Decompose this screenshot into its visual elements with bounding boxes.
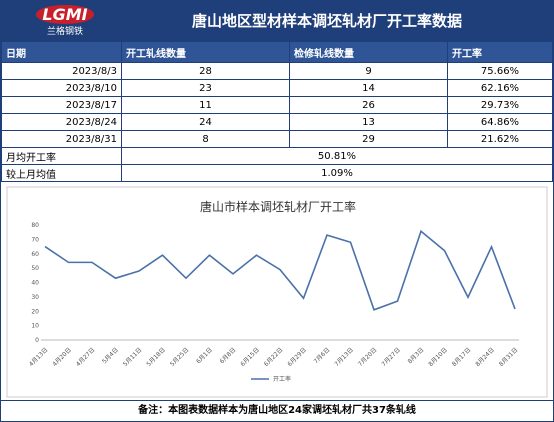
y-tick-label: 80 [31,222,39,229]
y-tick-label: 60 [31,251,39,258]
x-tick-label: 8月17日 [451,346,473,368]
x-tick-label: 4月27日 [75,346,97,368]
y-tick-label: 50 [31,265,39,272]
y-tick-label: 30 [31,294,39,301]
cell: 8 [121,130,290,148]
table-row: 2023/8/17 11 26 29.73% [1,96,553,114]
header: LGMI 兰格钢铁 唐山地区型材样本调坯轧材厂开工率数据 [1,1,553,41]
legend-label: 开工率 [273,375,291,383]
x-tick-label: 4月20日 [51,346,73,368]
summary-label: 月均开工率 [1,147,122,165]
x-tick-label: 5月25日 [169,346,191,368]
cell: 29.73% [447,96,553,114]
chart-title: 唐山市样本调坯轧材厂开工率 [200,199,356,214]
cell: 2023/8/3 [1,62,122,80]
column-header: 开工轧线数量 [121,41,290,63]
column-header: 日期 [1,41,122,63]
cell: 2023/8/24 [1,113,122,131]
cell: 14 [289,79,448,97]
x-tick-label: 6月29日 [286,346,308,368]
logo-mark: LGMI [36,5,94,24]
x-tick-label: 6月1日 [195,346,214,365]
cell: 28 [121,62,290,80]
summary-row: 较上月均值 1.09% [1,164,553,182]
y-tick-label: 0 [35,337,39,344]
cell: 2023/8/31 [1,130,122,148]
cell: 62.16% [447,79,553,97]
cell: 21.62% [447,130,553,148]
cell: 64.86% [447,113,553,131]
x-tick-label: 5月11日 [122,346,144,368]
logo: LGMI 兰格钢铁 [31,5,99,37]
footer-note: 备注：本图表数据样本为唐山地区24家调坯轧材厂共37条轧线 [1,400,553,421]
y-tick-label: 40 [31,280,39,287]
x-tick-label: 8月24日 [474,346,496,368]
x-tick-label: 8月10日 [427,346,449,368]
chart-frame [6,186,548,398]
column-header: 检修轧线数量 [289,41,448,63]
x-tick-label: 7月20日 [357,346,379,368]
logo-name: 兰格钢铁 [46,27,83,37]
cell: 11 [121,96,290,114]
x-tick-label: 7月27日 [380,346,402,368]
column-header: 开工率 [447,41,553,63]
x-tick-label: 6月8日 [219,346,238,365]
cell: 29 [289,130,448,148]
cell: 26 [289,96,448,114]
x-tick-label: 5月18日 [145,346,167,368]
summary-row: 月均开工率 50.81% [1,147,553,165]
summary-label: 较上月均值 [1,164,122,182]
x-tick-label: 6月15日 [239,346,261,368]
x-tick-label: 5月4日 [101,346,120,365]
y-tick-label: 10 [31,323,39,330]
cell: 75.66% [447,62,553,80]
x-tick-label: 6月22日 [263,346,285,368]
x-tick-label: 7月13日 [333,346,355,368]
line [44,229,516,311]
cell: 13 [289,113,448,131]
y-tick-label: 70 [31,236,39,243]
cell: 2023/8/10 [1,79,122,97]
chart: 唐山市样本调坯轧材厂开工率 0 10 20 30 40 50 60 70 80 4月13日 4月20… [6,186,548,398]
x-tick-label: 8月31日 [498,346,520,368]
table-row: 2023/8/24 24 13 64.86% [1,113,553,131]
table-row: 2023/8/3 28 9 75.66% [1,62,553,80]
y-tick-label: 20 [31,308,39,315]
table-row: 2023/8/31 8 29 21.62% [1,130,553,148]
cell: 2023/8/17 [1,96,122,114]
header-row: 日期 开工轧线数量 检修轧线数量 开工率 [1,41,553,63]
data-table: 日期 开工轧线数量 检修轧线数量 开工率 2023/8/3 28 9 75.66% 2023/8… [1,41,553,182]
x-tick-label: 4月13日 [28,346,50,368]
x-tick-label: 7月6日 [313,346,332,365]
cell: 23 [121,79,290,97]
table-row: 2023/8/10 23 14 62.16% [1,79,553,97]
summary-value: 50.81% [121,147,553,165]
cell: 9 [289,62,448,80]
cell: 24 [121,113,290,131]
summary-value: 1.09% [121,164,553,182]
title: 唐山地区型材样本调坯轧材厂开工率数据 [191,12,462,30]
x-tick-label: 8月3日 [407,346,426,365]
